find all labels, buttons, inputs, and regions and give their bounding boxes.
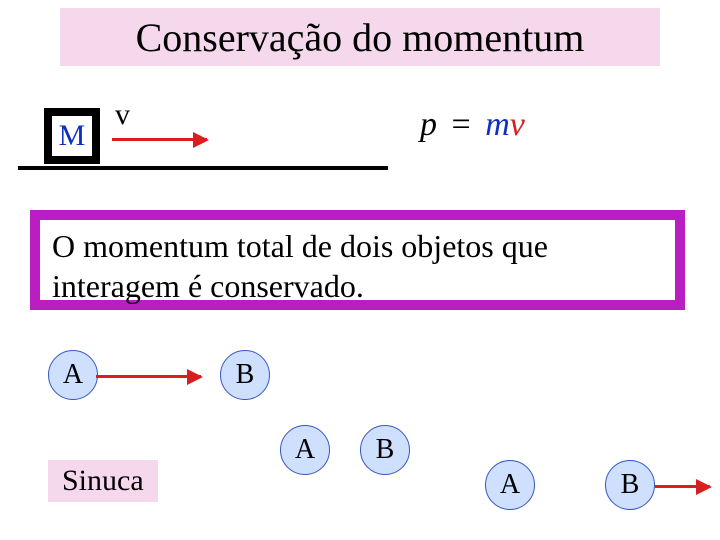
- ball-a-collision: A: [280, 425, 330, 475]
- conservation-text: O momentum total de dois objetos que int…: [52, 226, 663, 306]
- arrow-a-before: [96, 375, 201, 378]
- equation-m: m: [485, 106, 510, 143]
- ball-a-after: A: [485, 460, 535, 510]
- velocity-label: v: [115, 98, 130, 132]
- equation: p = mv: [420, 106, 525, 144]
- ball-a-before: A: [48, 350, 98, 400]
- ball-b-after: B: [605, 460, 655, 510]
- equation-p: p: [420, 106, 437, 143]
- conservation-box: O momentum total de dois objetos que int…: [30, 210, 685, 310]
- mass-box: M: [44, 108, 100, 164]
- equation-equals: =: [446, 106, 477, 143]
- floor-line: [18, 166, 388, 170]
- sinuca-label: Sinuca: [48, 460, 158, 502]
- equation-v: v: [510, 106, 525, 143]
- title-text: Conservação do momentum: [136, 14, 585, 61]
- mass-label: M: [59, 119, 86, 153]
- arrow-b-after: [655, 485, 710, 488]
- ball-b-collision: B: [360, 425, 410, 475]
- velocity-arrow: [112, 138, 207, 141]
- title-bar: Conservação do momentum: [60, 8, 660, 66]
- ball-b-before: B: [220, 350, 270, 400]
